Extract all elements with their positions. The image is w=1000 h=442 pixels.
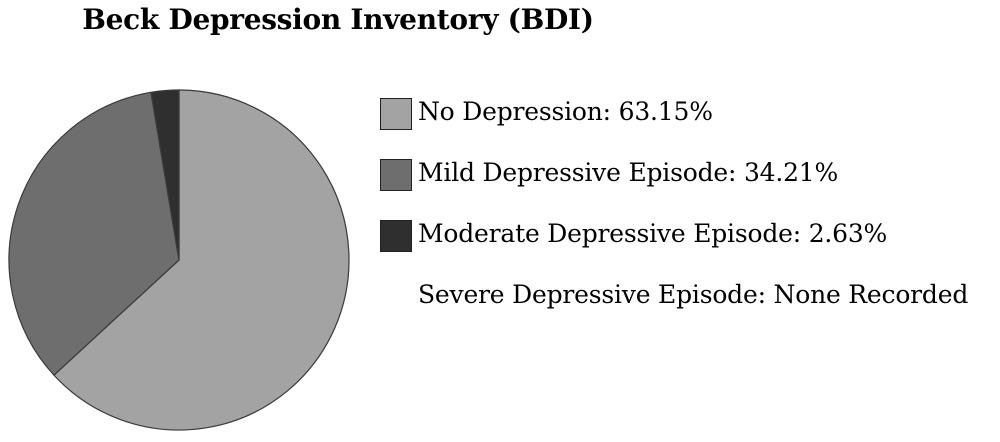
legend-label-moderate-depressive-episode: Moderate Depressive Episode: 2.63% (418, 219, 888, 248)
legend-swatch-mild-depressive-episode (380, 159, 412, 191)
pie-slice-1 (8, 91, 180, 376)
legend-swatch-no-depression (380, 98, 412, 130)
pie-slice-0 (53, 89, 350, 431)
legend-label-mild-depressive-episode: Mild Depressive Episode: 34.21% (418, 158, 839, 187)
chart-title: Beck Depression Inventory (BDI) (82, 3, 594, 36)
pie-slice-2 (150, 89, 180, 261)
legend-label-no-depression: No Depression: 63.15% (418, 97, 713, 126)
legend-swatch-moderate-depressive-episode (380, 220, 412, 252)
pie-chart (8, 89, 350, 431)
legend-note-text: Severe Depressive Episode: None Recorded (418, 280, 969, 309)
